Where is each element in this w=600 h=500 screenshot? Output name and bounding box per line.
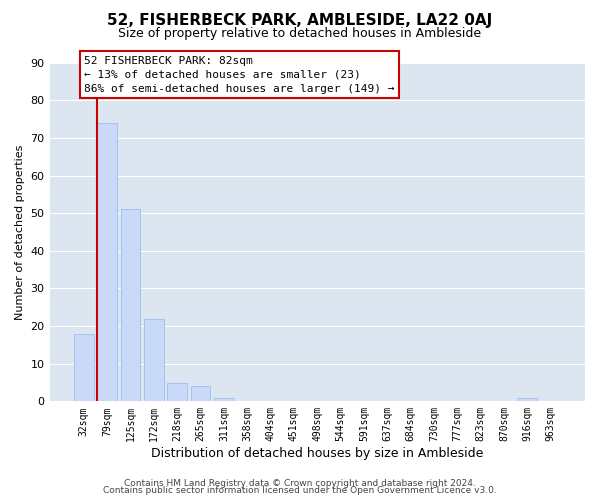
Text: Contains HM Land Registry data © Crown copyright and database right 2024.: Contains HM Land Registry data © Crown c…	[124, 478, 476, 488]
Text: Contains public sector information licensed under the Open Government Licence v3: Contains public sector information licen…	[103, 486, 497, 495]
Bar	[167, 382, 187, 402]
Bar	[121, 210, 140, 402]
Bar	[191, 386, 211, 402]
X-axis label: Distribution of detached houses by size in Ambleside: Distribution of detached houses by size …	[151, 447, 484, 460]
Y-axis label: Number of detached properties: Number of detached properties	[15, 144, 25, 320]
Text: 52, FISHERBECK PARK, AMBLESIDE, LA22 0AJ: 52, FISHERBECK PARK, AMBLESIDE, LA22 0AJ	[107, 12, 493, 28]
Bar	[97, 123, 117, 402]
Text: Size of property relative to detached houses in Ambleside: Size of property relative to detached ho…	[118, 28, 482, 40]
Text: 52 FISHERBECK PARK: 82sqm
← 13% of detached houses are smaller (23)
86% of semi-: 52 FISHERBECK PARK: 82sqm ← 13% of detac…	[85, 56, 395, 94]
Bar	[517, 398, 538, 402]
Bar	[214, 398, 234, 402]
Bar	[144, 318, 164, 402]
Bar	[74, 334, 94, 402]
